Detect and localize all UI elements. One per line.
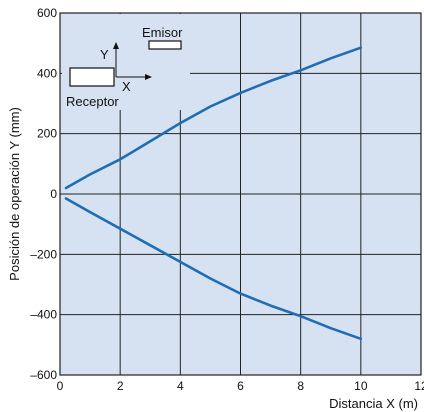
y-tick-labels: 600 400 200 0 –200 –400 –600 — [30, 6, 57, 382]
receiver-box — [69, 67, 115, 87]
plot-frame — [59, 12, 422, 376]
inset-background — [62, 14, 190, 110]
x-tick-labels: 0 2 4 6 8 10 12 — [57, 379, 424, 393]
inset-y-label: Y — [100, 47, 109, 62]
x-axis-label: Distancia X (m) — [329, 396, 418, 411]
x-tick-label: 8 — [297, 379, 304, 393]
inset-x-arrowhead — [145, 74, 152, 80]
inset-x-label: X — [122, 79, 131, 94]
inset-y-arrowhead — [113, 42, 119, 49]
y-tick-label: –200 — [30, 247, 57, 261]
x-tick-label: 10 — [354, 379, 368, 393]
grid-lines — [60, 13, 421, 375]
x-tick-label: 12 — [414, 379, 424, 393]
x-tick-label: 2 — [117, 379, 124, 393]
x-tick-label: 0 — [57, 379, 64, 393]
series-upper-line — [64, 46, 363, 190]
x-tick-label: 4 — [177, 379, 184, 393]
inset-receiver-label: Receptor — [66, 94, 119, 109]
y-tick-label: 200 — [37, 127, 57, 141]
y-tick-label: 0 — [50, 187, 57, 201]
y-axis-label: Posición de operación Y (mm) — [7, 107, 22, 281]
series-lower-line — [64, 197, 363, 341]
series-lines — [64, 46, 363, 341]
inset-diagram: Emisor Y X Receptor — [62, 14, 190, 110]
inset-emitter-label: Emisor — [142, 25, 183, 40]
y-tick-label: –600 — [30, 368, 57, 382]
y-tick-label: 400 — [37, 66, 57, 80]
y-tick-label: –400 — [30, 308, 57, 322]
y-tick-label: 600 — [37, 6, 57, 20]
x-tick-label: 6 — [237, 379, 244, 393]
emitter-box — [148, 40, 182, 50]
